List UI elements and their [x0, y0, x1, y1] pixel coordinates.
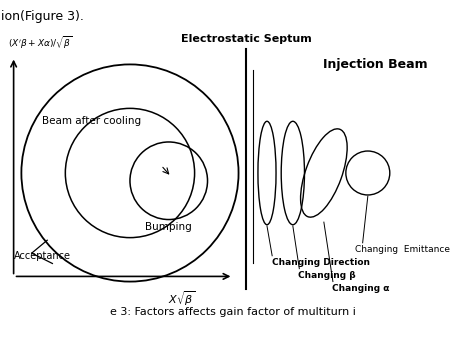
Text: Changing Direction: Changing Direction — [272, 258, 370, 267]
Text: Injection Beam: Injection Beam — [323, 58, 428, 71]
Text: Changing  Emittance: Changing Emittance — [355, 245, 450, 254]
Text: Electrostatic Septum: Electrostatic Septum — [181, 34, 312, 44]
Text: Changing β: Changing β — [298, 271, 356, 280]
Text: e 3: Factors affects gain factor of multiturn i: e 3: Factors affects gain factor of mult… — [110, 308, 356, 317]
Text: Acceptance: Acceptance — [14, 251, 71, 261]
Text: Changing α: Changing α — [332, 284, 389, 293]
Text: $X\sqrt{\beta}$: $X\sqrt{\beta}$ — [168, 289, 195, 308]
Text: Beam after cooling: Beam after cooling — [42, 116, 141, 126]
Text: ion(Figure 3).: ion(Figure 3). — [0, 10, 83, 23]
Text: $(X^\prime\beta + X\alpha)/\sqrt{\beta}$: $(X^\prime\beta + X\alpha)/\sqrt{\beta}$ — [9, 35, 73, 52]
Text: Bumping: Bumping — [146, 222, 192, 232]
